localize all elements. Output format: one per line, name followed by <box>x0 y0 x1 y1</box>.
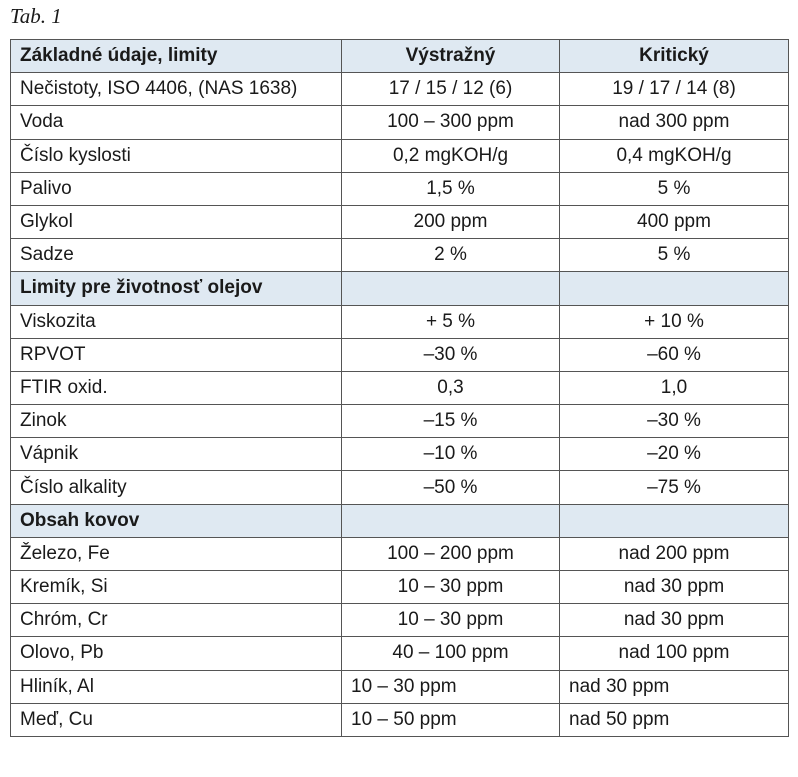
table-cell: –30 % <box>341 337 560 372</box>
table-cell: Limity pre životnosť olejov <box>10 271 342 306</box>
table-cell: 100 – 300 ppm <box>341 105 560 140</box>
table-cell: Sadze <box>10 238 342 273</box>
header-row: Základné údaje, limity Výstražný Kritický <box>10 38 789 74</box>
table-row: Glykol 200 ppm 400 ppm <box>10 204 789 240</box>
table-cell: 10 – 30 ppm <box>341 603 560 638</box>
table-row: Železo, Fe 100 – 200 ppm nad 200 ppm <box>10 536 789 572</box>
table-cell: Viskozita <box>10 304 342 339</box>
table-row: Limity pre životnosť olejov <box>10 271 789 306</box>
table-cell: 10 – 30 ppm <box>341 669 560 704</box>
table-row: Chróm, Cr 10 – 30 ppm nad 30 ppm <box>10 603 789 638</box>
table-cell: nad 30 ppm <box>559 569 789 605</box>
table-cell: 5 % <box>559 171 789 206</box>
table-cell: 1,5 % <box>341 171 560 206</box>
table-cell: + 10 % <box>559 304 789 339</box>
table-cell: –20 % <box>559 437 789 472</box>
table-row: Číslo alkality –50 % –75 % <box>10 470 789 505</box>
header-cell: Kritický <box>559 38 789 74</box>
table-row: Vápnik –10 % –20 % <box>10 437 789 472</box>
table-cell: –50 % <box>341 470 560 505</box>
table-cell: 200 ppm <box>341 204 560 240</box>
table-cell: 100 – 200 ppm <box>341 536 560 572</box>
empty-cell <box>559 271 789 306</box>
table-cell: nad 300 ppm <box>559 105 789 140</box>
table-cell: Číslo kyslosti <box>10 138 342 173</box>
table-cell: Hliník, Al <box>10 669 342 704</box>
table-cell: Meď, Cu <box>10 702 342 737</box>
table-cell: nad 30 ppm <box>559 603 789 638</box>
table-row: Nečistoty, ISO 4406, (NAS 1638) 17 / 15 /… <box>10 72 789 107</box>
table-cell: nad 100 ppm <box>559 636 789 671</box>
table-row: Olovo, Pb 40 – 100 ppm nad 100 ppm <box>10 636 789 671</box>
table-cell: Nečistoty, ISO 4406, (NAS 1638) <box>10 72 342 107</box>
table-cell: 10 – 50 ppm <box>341 702 560 737</box>
table-row: Sadze 2 % 5 % <box>10 238 789 273</box>
header-cell: Základné údaje, limity <box>10 38 342 74</box>
empty-cell <box>559 503 789 538</box>
table-cell: + 5 % <box>341 304 560 339</box>
table-cell: 0,3 <box>341 370 560 406</box>
table-cell: Olovo, Pb <box>10 636 342 671</box>
table-cell: Kremík, Si <box>10 569 342 605</box>
header-cell: Výstražný <box>341 38 560 74</box>
table-cell: –15 % <box>341 404 560 439</box>
table-cell: –10 % <box>341 437 560 472</box>
table-cell: 400 ppm <box>559 204 789 240</box>
table-cell: Číslo alkality <box>10 470 342 505</box>
table-cell: 0,2 mgKOH/g <box>341 138 560 173</box>
table-cell: Železo, Fe <box>10 536 342 572</box>
table-cell: –60 % <box>559 337 789 372</box>
table-row: Kremík, Si 10 – 30 ppm nad 30 ppm <box>10 569 789 605</box>
caption: Tab. 1 <box>10 4 62 28</box>
table-cell: Obsah kovov <box>10 503 342 538</box>
table-row: FTIR oxid. 0,3 1,0 <box>10 370 789 406</box>
table-cell: Zinok <box>10 404 342 439</box>
table-cell: Palivo <box>10 171 342 206</box>
table-cell: Voda <box>10 105 342 140</box>
table-cell: FTIR oxid. <box>10 370 342 406</box>
table-row: Viskozita + 5 % + 10 % <box>10 304 789 339</box>
table-cell: 0,4 mgKOH/g <box>559 138 789 173</box>
table-cell: –30 % <box>559 404 789 439</box>
table-cell: 40 – 100 ppm <box>341 636 560 671</box>
table-cell: 19 / 17 / 14 (8) <box>559 72 789 107</box>
table-cell: nad 200 ppm <box>559 536 789 572</box>
table-row: Voda 100 – 300 ppm nad 300 ppm <box>10 105 789 140</box>
table-row: RPVOT –30 % –60 % <box>10 337 789 372</box>
table-cell: nad 50 ppm <box>559 702 789 737</box>
table-row: Palivo 1,5 % 5 % <box>10 171 789 206</box>
empty-cell <box>341 503 560 538</box>
table-cell: 1,0 <box>559 370 789 406</box>
table-cell: Chróm, Cr <box>10 603 342 638</box>
empty-cell <box>341 271 560 306</box>
table: Základné údaje, limity Výstražný Kritický … <box>10 38 789 737</box>
table-cell: 2 % <box>341 238 560 273</box>
table-cell: 10 – 30 ppm <box>341 569 560 605</box>
table-cell: 5 % <box>559 238 789 273</box>
table-row: Meď, Cu 10 – 50 ppm nad 50 ppm <box>10 702 789 737</box>
table-cell: Vápnik <box>10 437 342 472</box>
table-row: Obsah kovov <box>10 503 789 538</box>
table-cell: Glykol <box>10 204 342 240</box>
table-cell: nad 30 ppm <box>559 669 789 704</box>
table-cell: –75 % <box>559 470 789 505</box>
table-row: Hliník, Al 10 – 30 ppm nad 30 ppm <box>10 669 789 704</box>
table-row: Číslo kyslosti 0,2 mgKOH/g 0,4 mgKOH/g <box>10 138 789 173</box>
table-row: Zinok –15 % –30 % <box>10 404 789 439</box>
table-cell: 17 / 15 / 12 (6) <box>341 72 560 107</box>
table-cell: RPVOT <box>10 337 342 372</box>
